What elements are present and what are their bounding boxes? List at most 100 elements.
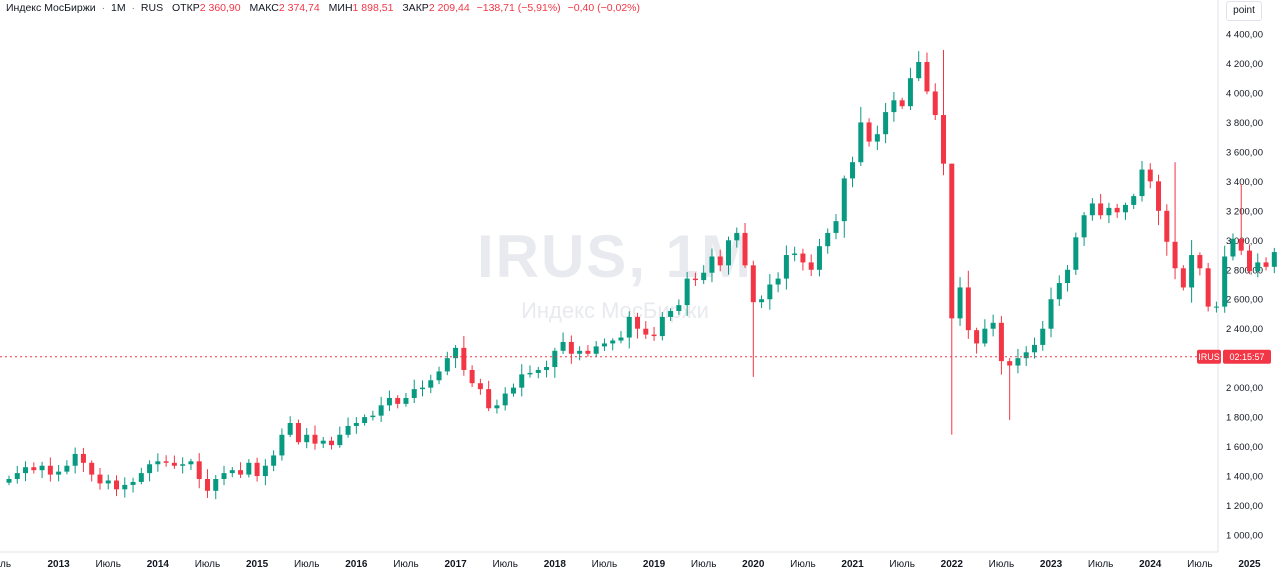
candle-body <box>295 423 301 443</box>
candle-body <box>535 369 541 373</box>
change2-pct: (−0,02%) <box>597 2 641 14</box>
candle-body <box>155 461 161 465</box>
candle-body <box>800 253 806 263</box>
candle-body <box>1040 328 1046 345</box>
candle-body <box>750 265 756 303</box>
candle-body <box>403 397 409 404</box>
candle-body <box>610 340 616 344</box>
time-tick-year: 2019 <box>643 559 666 570</box>
candle-body <box>477 383 483 390</box>
candle-body <box>411 389 417 398</box>
candle-body <box>659 316 665 337</box>
candle-body <box>502 393 508 406</box>
candle-body <box>23 467 29 474</box>
time-tick-label: Июль <box>889 559 915 570</box>
candle-body <box>279 434 285 456</box>
candle-body <box>1271 252 1277 267</box>
high-value: 2 374,74 <box>278 2 320 14</box>
time-tick-label: Июль <box>1088 559 1114 570</box>
time-tick-year: 2016 <box>345 559 368 570</box>
candle-body <box>866 122 872 142</box>
price-tick-label: 1 000,00 <box>1226 531 1263 542</box>
candle-body <box>725 240 731 266</box>
legend-dot-1: · <box>101 2 106 14</box>
price-tick-label: 1 600,00 <box>1226 442 1263 453</box>
candle-body <box>213 479 219 491</box>
candle-body <box>494 405 500 409</box>
time-tick-label: Июль <box>393 559 419 570</box>
candle-body <box>254 462 260 477</box>
time-axis[interactable]: ль 2013 Июль 2014 Июль 2015 Июль 2016 Июль 2017 Ию… <box>0 559 1280 570</box>
candle-body <box>1073 237 1079 270</box>
candle-body <box>89 462 95 475</box>
candle-body <box>792 253 798 256</box>
candle-body <box>932 91 938 116</box>
candle-body <box>816 246 822 270</box>
candle-body <box>353 423 359 426</box>
price-tick-label: 2 600,00 <box>1226 295 1263 306</box>
candle-body <box>287 423 293 435</box>
candle-body <box>775 278 781 285</box>
candle-body <box>171 462 177 466</box>
candle-body <box>1098 203 1104 216</box>
candle-body <box>420 387 425 390</box>
price-tick-label: 3 800,00 <box>1226 118 1263 129</box>
price-axis[interactable]: 1 000,00 1 200,00 1 400,00 1 600,00 1 800,00… <box>1226 30 1263 542</box>
candle-body <box>924 61 930 92</box>
candle-body <box>138 473 144 482</box>
price-tick-label: 1 200,00 <box>1226 501 1263 512</box>
candle-body <box>1172 241 1178 269</box>
candle-body <box>105 480 111 484</box>
candle-body <box>998 322 1004 362</box>
scale-mode-button[interactable]: point <box>1226 1 1262 21</box>
open-label: ОТКР <box>172 2 200 14</box>
time-tick-year: 2013 <box>47 559 70 570</box>
timeframe: 1M <box>110 2 126 14</box>
candle-body <box>428 380 434 388</box>
candle-body <box>486 389 492 409</box>
candle-body <box>453 347 459 359</box>
price-tick-label: 2 400,00 <box>1226 324 1263 335</box>
time-tick-year: 2017 <box>444 559 467 570</box>
candle-body <box>345 425 351 435</box>
low-label: МИН <box>328 2 353 14</box>
time-tick-year: 2022 <box>941 559 964 570</box>
candle-body <box>883 112 889 135</box>
candle-body <box>1023 352 1029 359</box>
time-tick-label: ль <box>0 559 11 570</box>
candle-body <box>850 162 856 179</box>
candle-body <box>643 328 649 335</box>
candle-body <box>395 397 401 404</box>
candle-body <box>271 455 277 466</box>
candle-body <box>544 367 550 370</box>
candle-body <box>833 221 839 233</box>
candle-body <box>1230 238 1236 257</box>
time-tick-year: 2023 <box>1040 559 1063 570</box>
candle-body <box>841 178 847 222</box>
price-tick-label: 3 400,00 <box>1226 177 1263 188</box>
candle-body <box>163 461 169 463</box>
candle-body <box>577 350 583 354</box>
candle-body <box>916 61 922 79</box>
candle-body <box>204 479 210 491</box>
time-tick-label: Июль <box>492 559 518 570</box>
chart-legend: Индекс МосБиржи · 1M · RUS ОТКР2 360,90 … <box>6 0 640 16</box>
candle-body <box>238 470 244 475</box>
candle-body <box>337 434 343 446</box>
price-tick-label: 1 400,00 <box>1226 472 1263 483</box>
candle-body <box>783 255 789 279</box>
candle-body <box>1007 361 1013 366</box>
candle-body <box>122 484 128 490</box>
candle-body <box>651 334 657 337</box>
candle-body <box>601 343 607 347</box>
high-label: МАКС <box>249 2 279 14</box>
candle-body <box>130 481 136 485</box>
candle-body <box>957 287 963 319</box>
close-value: 2 209,44 <box>428 2 470 14</box>
change-pct: (−5,91%) <box>517 2 561 14</box>
candle-body <box>519 374 525 388</box>
time-tick-label: Июль <box>1187 559 1213 570</box>
candle-body <box>1081 215 1087 238</box>
price-tick-label: 2 800,00 <box>1226 265 1263 276</box>
